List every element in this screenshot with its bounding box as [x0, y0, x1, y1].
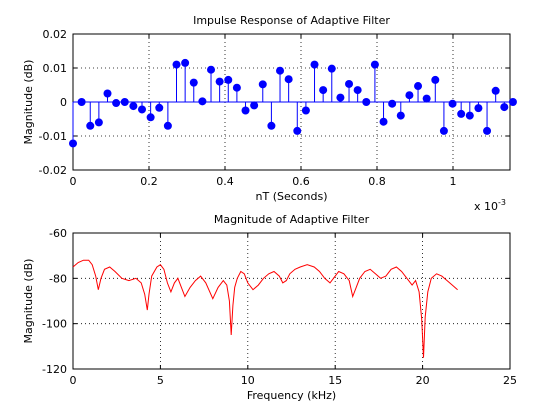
y-tick-label: -120	[42, 363, 67, 376]
y-tick-label: -0.02	[39, 164, 67, 177]
impulse-response-title: Impulse Response of Adaptive Filter	[193, 14, 390, 27]
stem-marker	[301, 106, 310, 115]
stem-marker	[258, 80, 267, 89]
impulse-response-stems	[69, 58, 517, 148]
stem-marker	[120, 98, 129, 106]
x-tick-label: 5	[157, 374, 164, 387]
stem-marker	[129, 102, 138, 111]
stem-marker	[69, 139, 77, 148]
stem-marker	[103, 89, 112, 98]
x-tick-label: 0.4	[216, 175, 234, 188]
x-tick-label: 10	[241, 374, 255, 387]
x-tick-label: 0.6	[292, 175, 310, 188]
stem-marker	[396, 111, 405, 120]
stem-marker	[94, 118, 103, 127]
stem-marker	[474, 104, 483, 113]
magnitude-response-line	[72, 259, 458, 358]
magnitude-response-plot-area	[72, 232, 511, 370]
stem-marker	[250, 101, 259, 110]
stem-marker	[181, 58, 190, 67]
stem-marker	[448, 99, 457, 108]
stem-marker	[327, 64, 336, 73]
stem-marker	[198, 97, 207, 106]
stem-marker	[189, 78, 198, 87]
y-tick-label: 0.01	[43, 62, 68, 75]
stem-marker	[362, 98, 371, 106]
stem-marker	[465, 111, 474, 120]
stem-marker	[138, 105, 147, 114]
stem-marker	[146, 113, 155, 122]
stem-marker	[310, 60, 319, 69]
x-tick-label: 1	[450, 175, 457, 188]
impulse-response-ticks: 0 0.2 0.4 0.6 0.8 1 -0.02 -0.01 0 0.01 0.02	[39, 28, 510, 188]
magnitude-response-ticks: 0 5 10 15 20 25 -120 -100 -80 -60	[42, 227, 517, 387]
stem-marker	[500, 103, 509, 112]
magnitude-response-axes: 0 5 10 15 20 25 -120 -100 -80 -60 Magnitude of Ad…	[22, 213, 517, 402]
x-exponent-power: -3	[498, 198, 506, 207]
y-tick-label: 0	[60, 96, 67, 109]
magnitude-response-series	[72, 259, 458, 358]
stem-marker	[284, 75, 293, 84]
x-tick-label: 15	[328, 374, 342, 387]
stem-marker	[422, 94, 431, 103]
y-tick-label: -0.01	[39, 130, 67, 143]
stem-marker	[232, 83, 241, 92]
stem-marker	[353, 86, 362, 95]
stem-marker	[405, 91, 414, 100]
x-tick-label: 20	[416, 374, 430, 387]
impulse-response-x-exponent: x 10-3	[474, 198, 506, 213]
stem-marker	[379, 117, 388, 126]
stem-marker	[276, 66, 285, 75]
stem-marker	[86, 121, 95, 130]
x-exponent-base: x 10	[474, 200, 498, 213]
stem-marker	[483, 126, 492, 135]
impulse-response-x-axis-label: nT (Seconds)	[256, 190, 328, 203]
stem-marker	[414, 82, 423, 91]
x-tick-label: 0	[70, 175, 77, 188]
stem-marker	[112, 99, 121, 108]
magnitude-response-x-axis-label: Frequency (kHz)	[247, 389, 336, 402]
y-tick-label: -80	[49, 272, 67, 285]
stem-marker	[345, 79, 354, 88]
impulse-response-y-axis-label: Magnitude (dB)	[22, 60, 35, 145]
stem-marker	[163, 121, 172, 130]
stem-marker	[267, 121, 276, 130]
stem-marker	[388, 99, 397, 108]
impulse-response-axes: 0 0.2 0.4 0.6 0.8 1 -0.02 -0.01 0 0.01 0.02 Impuls…	[22, 14, 517, 213]
x-tick-label: 25	[503, 374, 517, 387]
magnitude-response-title: Magnitude of Adaptive Filter	[214, 213, 370, 226]
stem-marker	[319, 86, 328, 95]
stem-marker	[155, 103, 164, 112]
x-tick-label: 0	[70, 374, 77, 387]
stem-marker	[172, 60, 181, 69]
stem-marker	[293, 126, 302, 135]
stem-marker	[224, 75, 233, 84]
stem-marker	[431, 75, 440, 84]
magnitude-response-grid	[73, 233, 510, 369]
stem-marker	[491, 86, 500, 95]
x-tick-label: 0.2	[140, 175, 158, 188]
stem-marker	[439, 126, 448, 135]
stem-marker	[207, 65, 216, 74]
y-tick-label: 0.02	[43, 28, 68, 41]
stem-marker	[241, 106, 250, 115]
stem-marker	[215, 77, 224, 86]
stem-marker	[370, 60, 379, 69]
y-tick-label: -100	[42, 318, 67, 331]
stem-marker	[336, 93, 345, 102]
stem-marker	[508, 98, 517, 106]
stem-marker	[457, 109, 466, 118]
stem-marker	[77, 98, 86, 106]
y-tick-label: -60	[49, 227, 67, 240]
magnitude-response-y-axis-label: Magnitude (dB)	[22, 259, 35, 344]
x-tick-label: 0.8	[368, 175, 386, 188]
